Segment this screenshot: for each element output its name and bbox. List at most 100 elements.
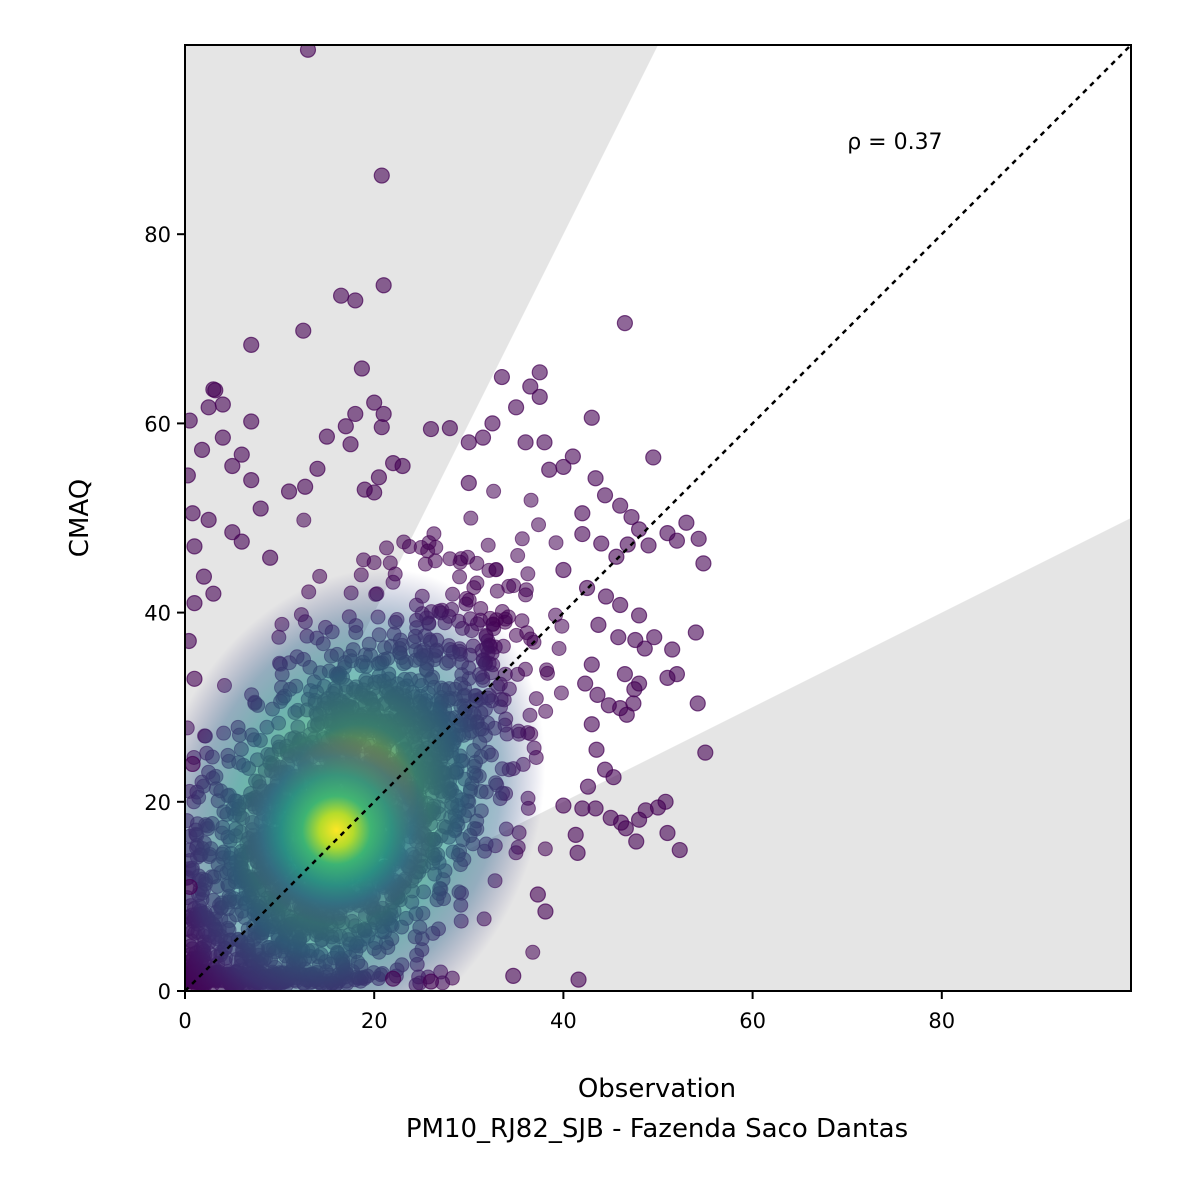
data-point <box>671 841 688 859</box>
cloud-point <box>539 662 555 678</box>
data-point <box>185 755 201 773</box>
cloud-point <box>553 685 569 701</box>
data-point <box>460 434 477 451</box>
data-point <box>597 588 615 605</box>
data-point <box>185 632 197 650</box>
data-point <box>630 521 648 538</box>
plot-area <box>185 45 1131 991</box>
data-point <box>422 420 440 438</box>
cloud-point <box>463 510 479 526</box>
data-point <box>645 449 662 466</box>
data-point <box>185 878 198 896</box>
data-point <box>541 461 558 478</box>
y-tick-label: 0 <box>158 980 171 1004</box>
data-point <box>185 412 198 429</box>
data-point <box>224 457 241 475</box>
data-point <box>564 448 581 465</box>
annotation-rho: ρ = 0.37 <box>847 130 942 155</box>
data-point <box>347 405 364 423</box>
cloud-point <box>480 537 496 553</box>
data-point <box>385 970 402 987</box>
data-point <box>608 548 625 565</box>
cloud-point <box>523 492 539 508</box>
data-point <box>342 436 359 453</box>
data-point <box>366 484 383 501</box>
cloud-point <box>442 551 458 567</box>
data-point <box>690 530 707 547</box>
data-point <box>636 640 653 657</box>
data-point <box>579 778 597 795</box>
data-point <box>678 514 695 531</box>
data-point <box>536 434 553 451</box>
data-point <box>243 413 260 430</box>
data-point <box>522 378 539 395</box>
data-point <box>233 533 250 550</box>
data-point <box>577 675 594 692</box>
data-point <box>262 549 279 566</box>
y-axis-label: CMAQ <box>65 479 95 557</box>
cloud-point <box>486 483 502 499</box>
data-point <box>493 368 511 386</box>
cloud-point <box>510 548 526 564</box>
data-point <box>337 418 354 435</box>
data-point <box>373 167 390 184</box>
y-tick-label: 60 <box>144 412 171 436</box>
data-point <box>588 741 605 758</box>
data-point <box>668 532 686 549</box>
cloud-point <box>520 566 536 582</box>
data-point <box>640 537 657 554</box>
x-tick-label: 80 <box>928 1009 955 1033</box>
data-point <box>587 800 604 817</box>
data-point <box>207 382 224 399</box>
data-point <box>583 409 600 426</box>
data-point <box>626 681 643 698</box>
cloud-point <box>296 512 312 528</box>
y-tick-label: 20 <box>144 791 171 815</box>
data-point <box>394 457 411 475</box>
data-point <box>657 793 674 810</box>
data-point <box>507 399 525 416</box>
cloud-point <box>518 582 534 598</box>
data-point <box>375 277 392 294</box>
data-point <box>214 429 231 446</box>
cloud-point <box>356 552 372 568</box>
density-core <box>185 568 546 991</box>
x-tick-label: 60 <box>739 1009 766 1033</box>
y-tick-label: 40 <box>144 602 171 626</box>
data-point <box>460 474 477 492</box>
data-point <box>537 903 554 920</box>
data-point <box>347 292 364 309</box>
data-point <box>366 394 383 411</box>
data-point <box>186 595 203 612</box>
data-point <box>593 535 610 552</box>
cloud-point <box>537 841 553 857</box>
x-tick-label: 0 <box>178 1009 191 1033</box>
data-point <box>474 429 492 446</box>
cloud-point <box>428 539 444 555</box>
data-point <box>569 844 586 861</box>
data-point <box>616 315 633 332</box>
data-point <box>441 420 458 437</box>
data-point <box>583 716 600 733</box>
data-point <box>531 388 548 406</box>
data-point <box>193 441 211 458</box>
data-points <box>185 45 714 990</box>
data-point <box>505 967 522 984</box>
data-point <box>587 470 604 487</box>
data-point <box>529 886 546 903</box>
data-point <box>570 971 587 988</box>
data-point <box>616 665 633 683</box>
cloud-point <box>551 641 567 657</box>
data-point <box>186 538 203 555</box>
data-point <box>309 460 326 477</box>
data-point <box>596 487 614 504</box>
data-point <box>243 336 260 353</box>
data-point <box>243 472 260 489</box>
cloud-point <box>427 553 443 569</box>
plot-frame <box>184 44 1132 992</box>
data-point <box>630 607 648 624</box>
data-point <box>332 287 350 304</box>
data-point <box>353 360 371 377</box>
data-point <box>583 656 600 673</box>
